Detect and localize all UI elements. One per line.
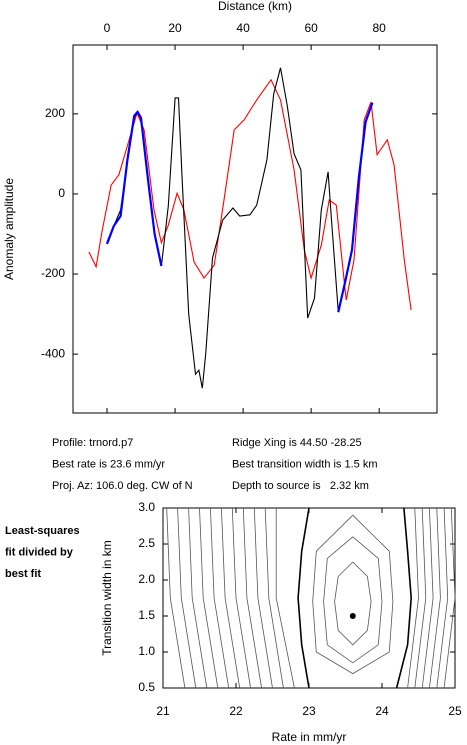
side-label: fit divided by	[5, 546, 74, 558]
contour-line	[395, 507, 413, 689]
contour-line	[436, 507, 449, 689]
x-tick-label: 24	[375, 704, 389, 718]
contour-line	[199, 507, 219, 689]
contour-line	[334, 561, 372, 646]
contour-line	[312, 514, 394, 675]
side-label: Least-squares	[5, 525, 80, 537]
contour-line	[443, 507, 456, 689]
contour-line	[275, 508, 295, 689]
contour-line	[264, 507, 284, 689]
x-tick-label: 20	[168, 21, 182, 35]
x-tick-label: 40	[236, 21, 250, 35]
plot-frame	[72, 44, 438, 414]
y-tick-label: 1.0	[138, 644, 155, 658]
contour-line	[188, 507, 208, 689]
y-tick-label: 1.5	[138, 608, 155, 622]
x-axis-label: Distance (km)	[218, 0, 292, 13]
contour-line	[297, 507, 310, 689]
y-tick-label: -400	[41, 346, 65, 360]
info-text: Best rate is 23.6 mm/yr	[52, 458, 165, 470]
y-tick-label: 0.5	[138, 680, 155, 694]
y-tick-label: 0	[58, 186, 65, 200]
contour-line	[414, 507, 427, 689]
info-text: Best transition width is 1.5 km	[232, 458, 378, 470]
contour-line	[407, 507, 419, 689]
contour-line	[166, 507, 186, 689]
info-text: Proj. Az: 106.0 deg. CW of N	[52, 480, 193, 492]
x-tick-label: 0	[104, 21, 111, 35]
contour-line	[429, 507, 441, 689]
side-label: best fit	[5, 568, 41, 580]
info-text: Ridge Xing is 44.50 -28.25	[232, 437, 362, 449]
y-axis-label: Anomaly amplitude	[2, 178, 16, 280]
x-tick-label: 60	[304, 21, 318, 35]
x-tick-label: 22	[229, 704, 243, 718]
contour-line	[242, 507, 262, 689]
contour-line	[253, 507, 273, 689]
x-tick-label: 21	[156, 704, 170, 718]
x-tick-label: 25	[448, 704, 462, 718]
y-tick-label: 2.5	[138, 536, 155, 550]
contour-line	[421, 507, 434, 689]
contour-line	[221, 507, 241, 689]
y-tick-label: 200	[45, 106, 65, 120]
info-text: Depth to source is 2.32 km	[232, 480, 369, 492]
best-fit-point	[349, 613, 356, 619]
y-tick-label: 3.0	[138, 500, 155, 514]
contour-line	[177, 507, 197, 689]
info-text: Profile: trnord.p7	[52, 437, 133, 449]
x-tick-label: 80	[372, 21, 386, 35]
y-tick-label: -200	[41, 266, 65, 280]
contour-line	[210, 507, 230, 689]
y-tick-label: 2.0	[138, 572, 155, 586]
y-axis-label: Transition width in km	[100, 540, 114, 656]
contour-line	[323, 536, 383, 664]
x-axis-label: Rate in mm/yr	[272, 730, 347, 744]
series-line	[105, 102, 374, 313]
x-tick-label: 23	[302, 704, 316, 718]
contour-line	[231, 507, 251, 689]
